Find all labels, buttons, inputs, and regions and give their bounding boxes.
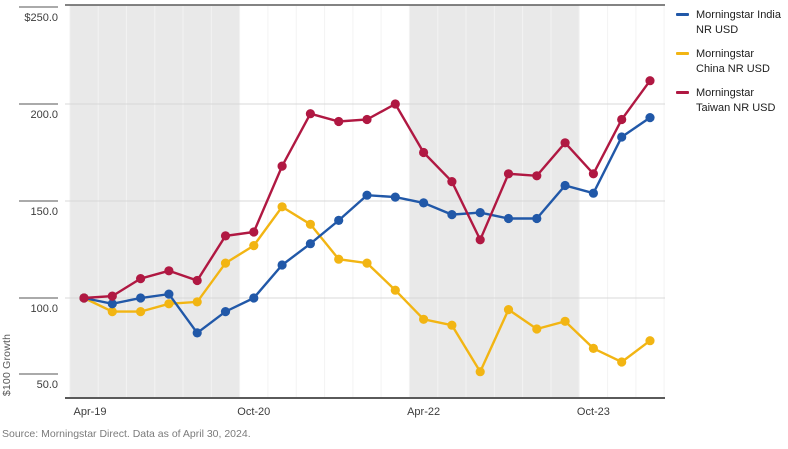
legend-item-china: Morningstar China NR USD (676, 47, 784, 77)
data-point-china (192, 297, 202, 307)
data-point-india (617, 132, 627, 142)
y-tick-label: 100.0 (30, 303, 58, 315)
data-point-taiwan (503, 169, 514, 179)
data-point-india (334, 215, 344, 225)
data-point-india (220, 307, 231, 317)
y-tick-label: 150.0 (30, 206, 58, 218)
data-point-india (645, 113, 655, 123)
data-point-india (192, 328, 202, 338)
data-point-india (390, 192, 400, 202)
data-point-taiwan (249, 227, 259, 237)
data-point-taiwan (136, 274, 146, 284)
y-tick-label: $250.0 (24, 12, 58, 24)
data-point-china (362, 258, 372, 268)
legend-label-taiwan: Morningstar Taiwan NR USD (696, 87, 776, 114)
x-tick-label: Apr-19 (73, 406, 106, 418)
data-point-china (305, 219, 315, 229)
data-point-taiwan (447, 177, 457, 187)
series-china (79, 202, 655, 377)
data-point-taiwan (645, 76, 655, 86)
legend-label-china: Morningstar China NR USD (696, 48, 770, 75)
y-axis-title: $100 Growth (1, 333, 13, 397)
data-point-china (447, 320, 457, 330)
legend-item-india: Morningstar India NR USD (676, 8, 784, 38)
data-point-china (419, 314, 429, 324)
data-point-india (503, 213, 514, 224)
x-tick-label: Oct-23 (577, 406, 610, 418)
data-point-india (249, 293, 259, 303)
data-point-india (532, 213, 542, 224)
data-point-taiwan (617, 114, 627, 125)
data-point-china (617, 357, 627, 367)
legend-label-india: Morningstar India NR USD (696, 9, 781, 36)
data-point-india (107, 299, 117, 309)
x-tick-label: Apr-22 (407, 406, 440, 418)
legend: Morningstar India NR USD Morningstar Chin… (676, 8, 784, 116)
source-note: Source: Morningstar Direct. Data as of A… (2, 428, 251, 440)
data-point-taiwan (560, 138, 570, 148)
series-india (79, 113, 655, 338)
data-point-china (475, 367, 485, 377)
data-point-taiwan (277, 161, 287, 171)
data-point-taiwan (390, 99, 400, 109)
data-point-india (475, 208, 485, 218)
x-tick-label: Oct-20 (237, 406, 270, 418)
data-point-taiwan (79, 293, 89, 303)
series-taiwan (79, 76, 655, 303)
data-point-taiwan (588, 169, 599, 179)
data-point-china (588, 343, 599, 353)
legend-marker-india (676, 13, 689, 16)
data-point-india (419, 198, 429, 208)
data-point-india (136, 293, 146, 303)
legend-item-taiwan: Morningstar Taiwan NR USD (676, 86, 784, 116)
data-point-taiwan (305, 109, 315, 119)
data-point-china (390, 285, 400, 295)
data-point-china (249, 241, 259, 251)
data-point-china (220, 258, 231, 268)
data-point-india (588, 188, 599, 198)
data-point-taiwan (362, 114, 372, 125)
data-point-india (560, 180, 570, 191)
data-point-china (532, 324, 542, 334)
data-point-china (164, 299, 174, 309)
y-tick-label: 200.0 (30, 109, 58, 121)
data-point-taiwan (192, 275, 202, 286)
legend-marker-china (676, 52, 689, 55)
data-point-india (362, 190, 372, 200)
y-tick-label: 50.0 (37, 379, 58, 391)
data-point-taiwan (475, 235, 485, 245)
data-point-india (164, 289, 174, 299)
data-point-taiwan (334, 116, 344, 127)
data-point-taiwan (220, 231, 231, 241)
data-point-india (305, 239, 315, 249)
data-point-taiwan (532, 171, 542, 181)
data-point-taiwan (419, 147, 429, 158)
data-point-china (503, 305, 514, 315)
data-point-china (645, 336, 655, 346)
data-point-china (107, 307, 117, 317)
data-point-india (277, 260, 287, 270)
data-point-china (334, 254, 344, 264)
legend-marker-taiwan (676, 91, 689, 94)
data-point-china (560, 316, 570, 326)
data-point-taiwan (164, 266, 174, 276)
data-point-china (277, 202, 287, 212)
data-point-india (447, 210, 457, 220)
data-point-china (136, 307, 146, 317)
data-point-taiwan (107, 291, 117, 301)
